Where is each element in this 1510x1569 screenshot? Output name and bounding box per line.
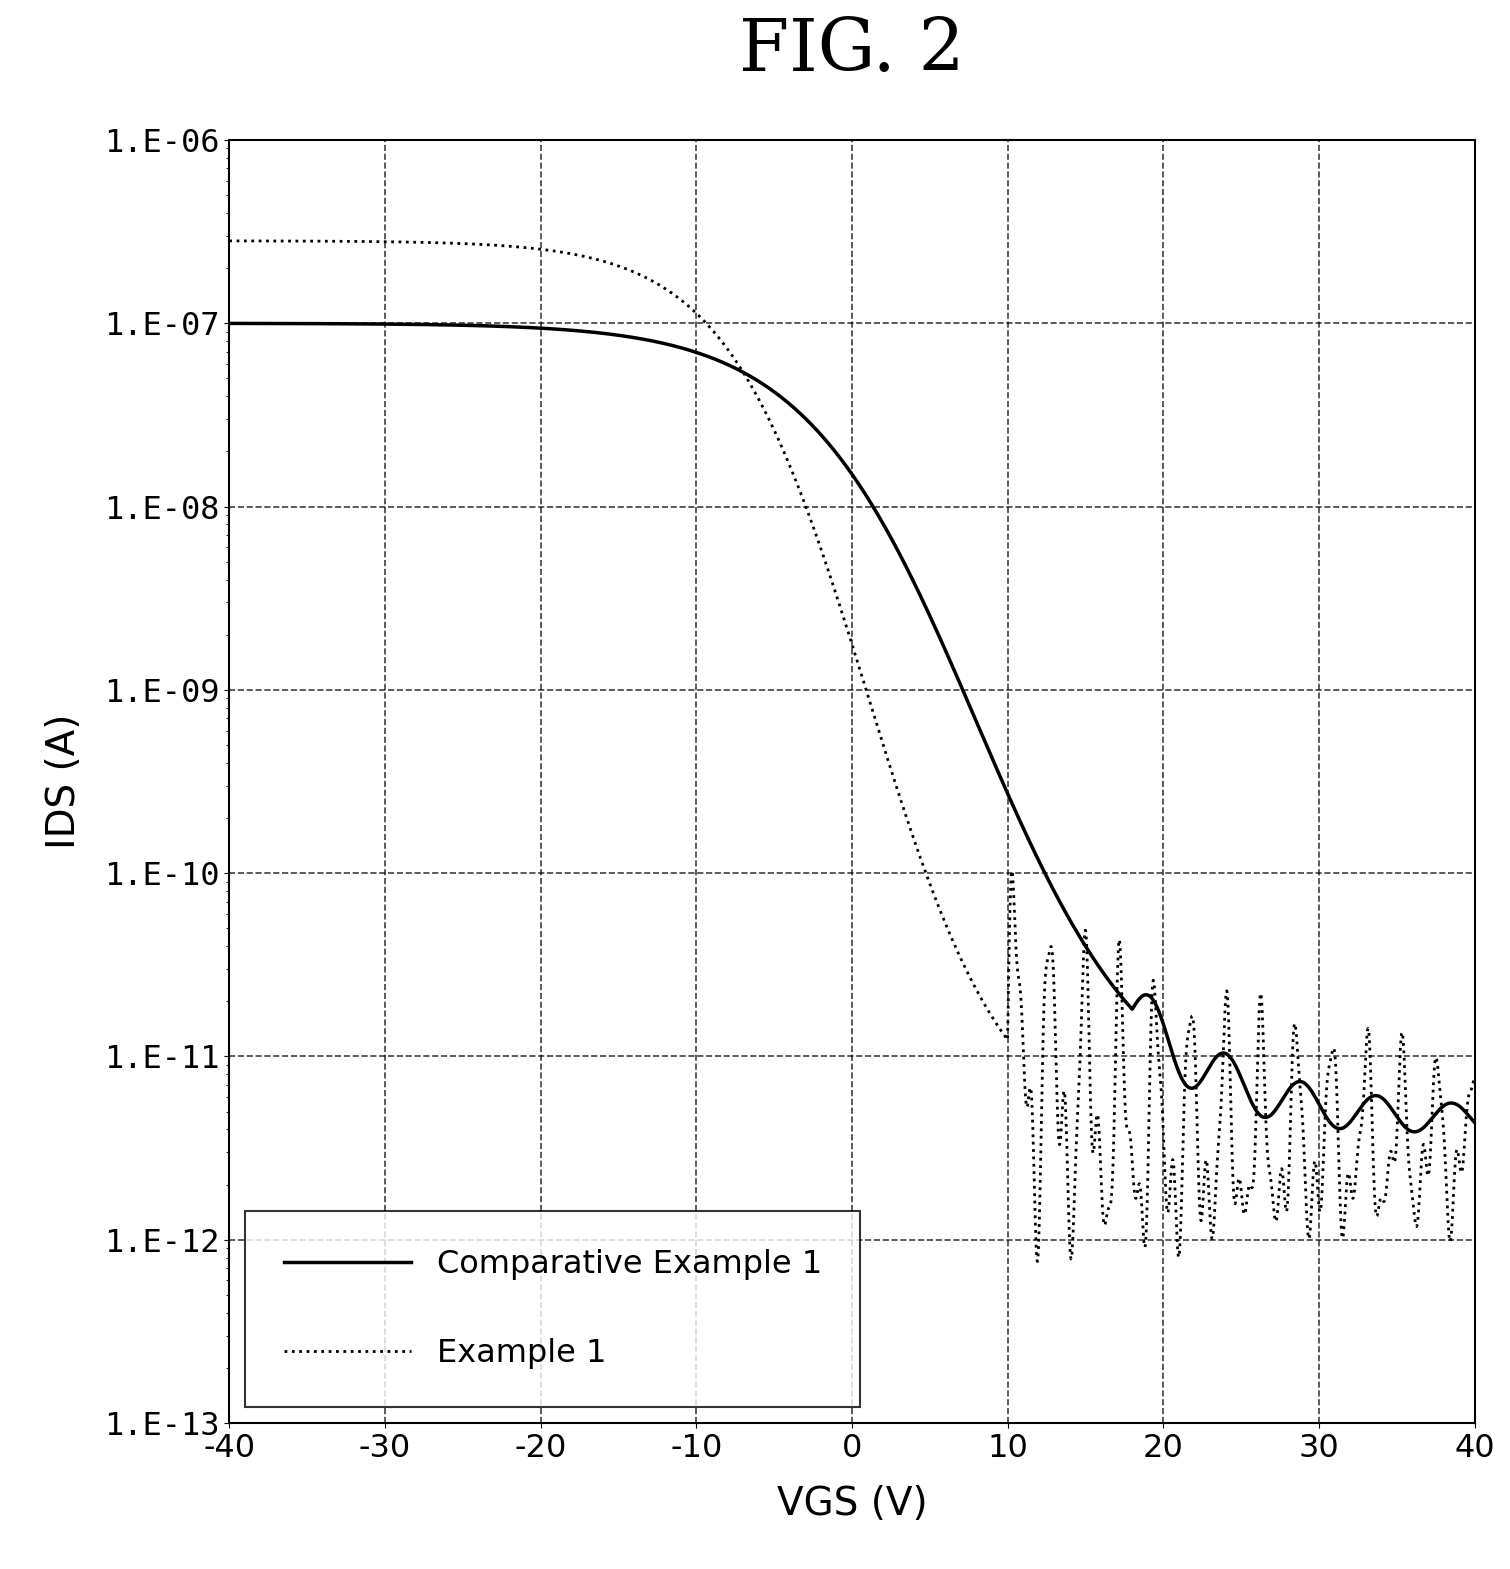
Comparative Example 1 <box>1406 1122 1424 1141</box>
Example 1 <box>1466 1067 1484 1086</box>
Example 1 <box>1028 1252 1046 1271</box>
Example 1 <box>752 394 770 413</box>
Comparative Example 1 <box>436 315 455 334</box>
Example 1 <box>362 232 381 251</box>
Line: Comparative Example 1: Comparative Example 1 <box>230 323 1475 1131</box>
Comparative Example 1 <box>1442 1094 1460 1112</box>
Example 1 <box>698 314 716 333</box>
Comparative Example 1 <box>698 347 716 366</box>
Example 1 <box>1308 1163 1326 1181</box>
Legend: Comparative Example 1, Example 1: Comparative Example 1, Example 1 <box>245 1211 861 1407</box>
Comparative Example 1 <box>1308 1089 1326 1108</box>
Comparative Example 1 <box>220 314 239 333</box>
Comparative Example 1 <box>1466 1114 1484 1133</box>
Example 1 <box>1442 1232 1460 1250</box>
Comparative Example 1 <box>362 314 381 333</box>
Line: Example 1: Example 1 <box>230 242 1475 1261</box>
X-axis label: VGS (V): VGS (V) <box>776 1484 927 1522</box>
Comparative Example 1 <box>752 373 770 392</box>
Y-axis label: IDS (A): IDS (A) <box>45 714 83 849</box>
Example 1 <box>436 234 455 253</box>
Title: FIG. 2: FIG. 2 <box>740 16 965 86</box>
Example 1 <box>220 232 239 251</box>
